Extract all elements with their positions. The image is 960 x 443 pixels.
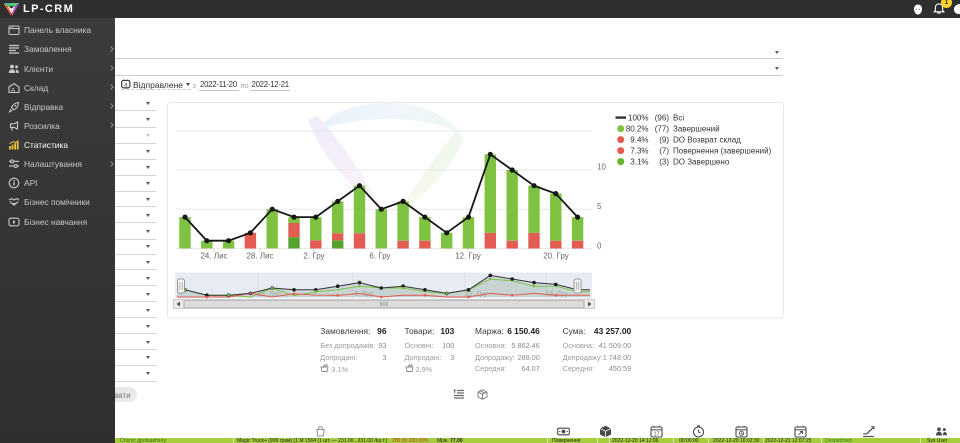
svg-text:12. Гру: 12. Гру bbox=[455, 252, 481, 261]
svg-text:DO Возврат склад: DO Возврат склад bbox=[673, 136, 741, 145]
svg-text:10: 10 bbox=[597, 162, 606, 171]
svg-text:9.4%: 9.4% bbox=[630, 136, 648, 145]
svg-text:0: 0 bbox=[597, 241, 602, 250]
svg-text:100%: 100% bbox=[628, 114, 648, 123]
svg-text:Завершений: Завершений bbox=[673, 125, 720, 134]
svg-text:(7): (7) bbox=[659, 147, 669, 156]
svg-text:17: 17 bbox=[653, 431, 659, 437]
svg-text:20. Гру: 20. Гру bbox=[543, 252, 569, 261]
svg-text:Всі: Всі bbox=[673, 114, 684, 123]
svg-text:(77): (77) bbox=[655, 125, 670, 134]
svg-text:12. Гру: 12. Гру bbox=[465, 291, 488, 298]
svg-text:DO Завершено: DO Завершено bbox=[673, 158, 730, 167]
svg-text:80.2%: 80.2% bbox=[626, 125, 649, 134]
svg-text:18. Гру: 18. Гру bbox=[546, 291, 569, 298]
svg-text:7.3%: 7.3% bbox=[630, 147, 648, 156]
svg-text:2. Гру: 2. Гру bbox=[303, 252, 324, 261]
svg-text:28. Лис: 28. Лис bbox=[257, 291, 281, 298]
svg-text:28. Лис: 28. Лис bbox=[246, 252, 273, 261]
svg-text:(3): (3) bbox=[659, 158, 669, 167]
svg-text:(96): (96) bbox=[655, 114, 670, 123]
svg-text:6. Гру: 6. Гру bbox=[369, 252, 390, 261]
svg-text:(9): (9) bbox=[659, 136, 669, 145]
svg-text:3.1%: 3.1% bbox=[630, 158, 648, 167]
svg-text:a: a bbox=[124, 83, 128, 89]
svg-text:Повернення (завершений): Повернення (завершений) bbox=[673, 147, 772, 156]
svg-text:5: 5 bbox=[597, 202, 602, 211]
svg-text:24. Лис: 24. Лис bbox=[200, 252, 227, 261]
